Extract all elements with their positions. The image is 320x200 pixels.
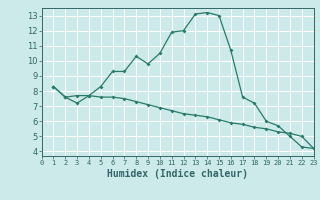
X-axis label: Humidex (Indice chaleur): Humidex (Indice chaleur) [107, 169, 248, 179]
